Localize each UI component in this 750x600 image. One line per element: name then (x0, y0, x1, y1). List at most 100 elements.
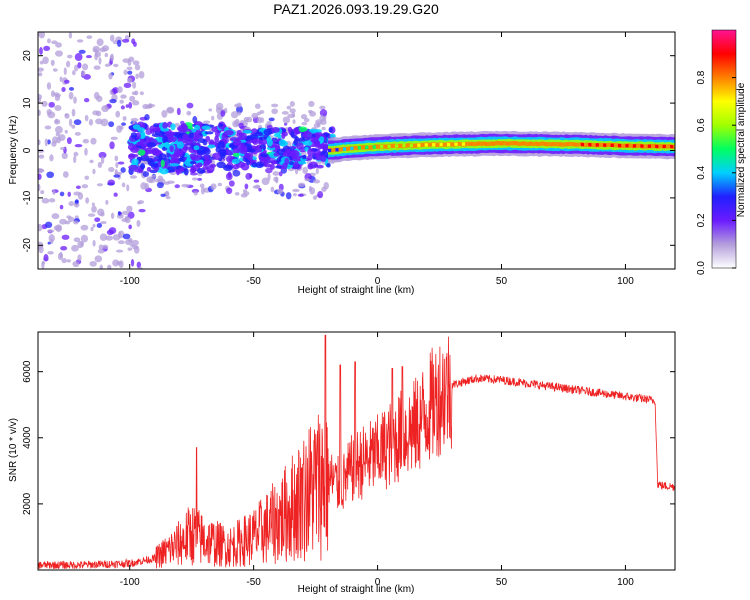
spectrogram-noise-cell (312, 179, 321, 184)
spectrogram-band-cell (196, 162, 203, 168)
spectrogram-noise-cell (39, 47, 43, 55)
spectrogram-noise-cell (304, 178, 311, 182)
spectrogram-noise-cell (40, 190, 45, 195)
spectrogram-noise-cell (110, 136, 118, 140)
spectrogram-noise-cell (126, 184, 130, 192)
spectrogram-noise-cell (321, 126, 326, 131)
spectrogram-noise-cell (57, 252, 63, 261)
spectrogram-noise-cell (84, 114, 89, 122)
spectrogram-band-cell (308, 161, 319, 169)
spectrogram-band-cell (147, 142, 156, 148)
spectrogram-noise-cell (50, 90, 55, 98)
spectrogram-band-cell (252, 138, 259, 145)
spectrogram-noise-cell (73, 155, 77, 164)
spectrogram-noise-cell (46, 82, 52, 90)
spectrogram-noise-cell (61, 86, 66, 92)
spectrogram-ridge-cell (647, 144, 651, 148)
spectrogram-noise-cell (287, 113, 296, 119)
spectrogram-noise-cell (100, 156, 105, 164)
spectrogram-noise-cell (38, 109, 41, 116)
spectrogram-noise-cell (100, 220, 107, 225)
spectrogram-noise-cell (313, 123, 321, 128)
spectrogram-noise-cell (117, 86, 123, 93)
snr-x-label: Height of straight line (km) (298, 584, 415, 595)
spectrogram-noise-cell (97, 161, 103, 168)
spectrogram-noise-cell (120, 94, 127, 99)
spectrogram-noise-cell (92, 168, 96, 175)
spectrogram-band-cell (162, 136, 169, 144)
spectrogram-noise-cell (84, 147, 88, 156)
spectrogram-noise-cell (107, 179, 116, 186)
spectrogram-noise-cell (89, 260, 97, 267)
spectrogram-noise-cell (160, 193, 166, 197)
spectrogram-noise-cell (46, 171, 55, 179)
spectrogram-noise-cell (38, 32, 46, 39)
spectrogram-ridge-cell (670, 144, 674, 149)
spectrogram-noise-cell (74, 64, 79, 72)
spectrogram-band-cell (231, 158, 240, 165)
spectrogram-noise-cell (112, 259, 120, 267)
spectrogram-noise-cell (73, 96, 77, 104)
spectrogram-noise-cell (72, 70, 76, 76)
spectrogram-noise-cell (96, 223, 103, 229)
spectrogram-noise-cell (292, 188, 300, 193)
snr-x-tick-label: 50 (496, 577, 508, 588)
spectrogram-noise-cell (63, 67, 67, 76)
spectrogram-band-cell (204, 158, 211, 166)
spectrogram-ridge-cell (662, 144, 666, 149)
spectrogram-noise-cell (161, 110, 168, 118)
spectrogram-band-cell (166, 166, 176, 173)
snr-y-ticks: 2000 4000 6000 (22, 360, 675, 515)
spectrogram-noise-cell (128, 56, 135, 62)
spectrogram-noise-cell (127, 70, 133, 75)
spectrogram-band-cell (170, 123, 176, 131)
spectrogram-ridge-cell (372, 145, 376, 149)
spectrogram-band-cell (128, 153, 139, 158)
spectrogram-noise-cell (110, 53, 114, 62)
spectrogram-noise-cell (285, 192, 292, 200)
spectrogram-noise-cell (166, 180, 175, 184)
spectrogram-noise-cell (49, 154, 54, 162)
spectrogram-noise-cell (312, 195, 318, 200)
spectrogram-band-cell (146, 166, 152, 172)
spectrogram-noise-cell (211, 115, 215, 121)
spectrogram-noise-cell (123, 69, 128, 76)
spectrogram-noise-cell (220, 110, 226, 117)
spectrogram-noise-cell (302, 166, 309, 175)
colorbar: 0.0 0.2 0.4 0.6 0.8 Normalized spectral ampl… (696, 29, 747, 275)
spectrogram-band-cell (152, 149, 162, 155)
spectrogram-noise-cell (271, 103, 279, 108)
spectrogram-noise-cell (254, 103, 261, 109)
colorbar-ticks: 0.0 0.2 0.4 0.6 0.8 (696, 70, 736, 275)
spectrogram-noise-cell (309, 187, 316, 195)
spectrogram-noise-cell (64, 129, 68, 134)
spectrogram-noise-cell (191, 188, 200, 194)
snr-x-ticks: -100 -50 0 50 100 (120, 332, 634, 588)
spectrogram-noise-cell (73, 220, 79, 225)
spectrogram-noise-cell (129, 175, 138, 179)
spectrogram-band-cell (130, 146, 140, 153)
spectrogram-noise-cell (80, 234, 89, 243)
colorbar-tick-label: 0.6 (696, 118, 707, 132)
spectrogram-noise-cell (98, 244, 104, 251)
spectrogram-noise-cell (119, 99, 124, 104)
spectrogram-noise-cell (121, 122, 126, 126)
spectrogram-noise-cell (59, 204, 64, 210)
spectrogram-band-cell (320, 154, 327, 162)
spectrogram-band-cell (290, 130, 295, 138)
spectrogram-ridge-cell (506, 141, 510, 146)
spectrogram-band-cell (140, 163, 146, 170)
spectrogram-noise-cell (112, 234, 121, 241)
spectrogram-noise-cell (38, 72, 43, 77)
spectrogram-noise-cell (199, 183, 205, 188)
spectrogram-band-cell (270, 160, 277, 165)
spectrogram-noise-cell (202, 120, 211, 124)
spectrogram-y-tick-label: 0 (22, 147, 33, 153)
spectrogram-band-cell (156, 127, 161, 133)
spectrogram-noise-cell (102, 244, 109, 250)
spectrogram-noise-cell (43, 45, 51, 52)
spectrogram-noise-cell (258, 187, 262, 192)
spectrogram-noise-cell (108, 121, 115, 128)
spectrogram-noise-cell (85, 197, 90, 204)
spectrogram-band-cell (193, 145, 200, 151)
